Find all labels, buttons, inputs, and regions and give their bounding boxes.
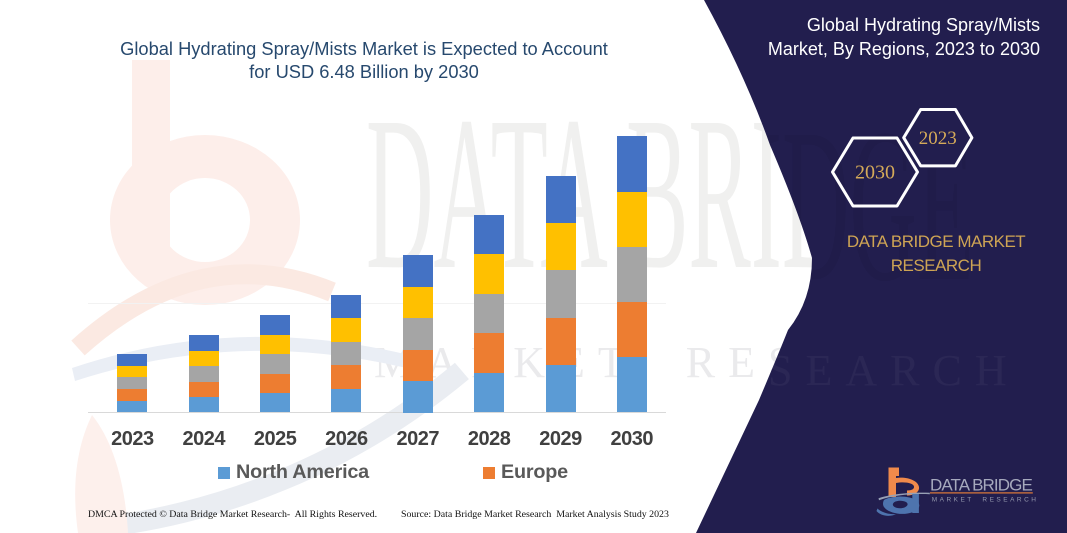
svg-text:2030: 2030 — [855, 162, 895, 184]
svg-text:2023: 2023 — [919, 128, 957, 149]
svg-text:DATA BRIDGE: DATA BRIDGE — [930, 476, 1032, 495]
svg-text:MARKET RESEARCH: MARKET RESEARCH — [932, 497, 1039, 504]
